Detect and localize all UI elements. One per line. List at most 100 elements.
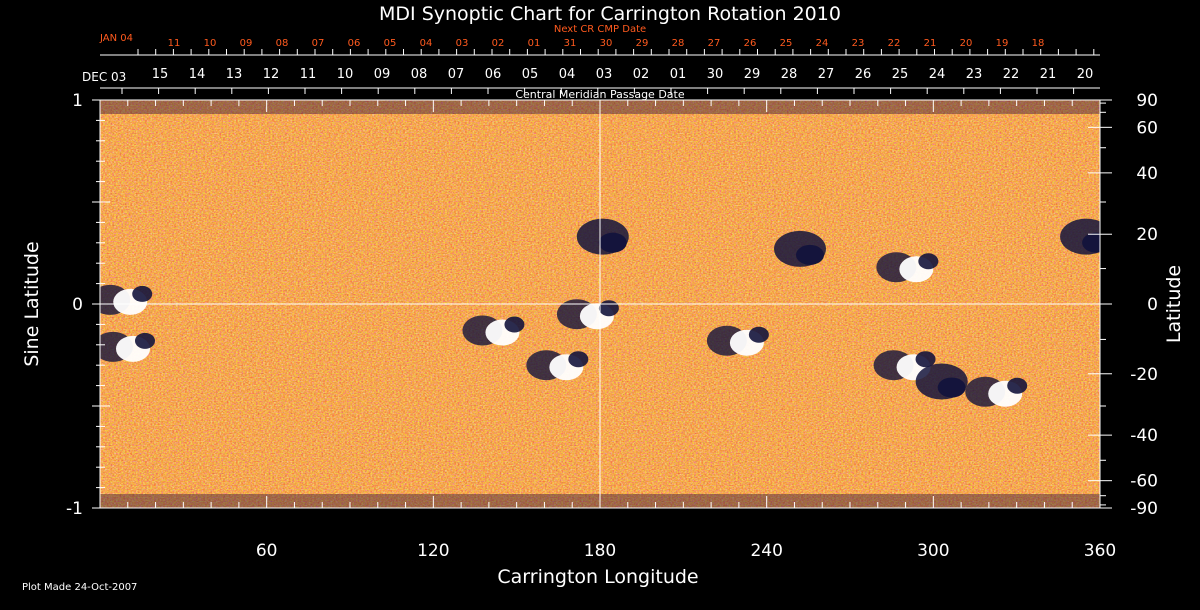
top-axis-label: Central Meridian Passage Date [515,88,684,101]
next-axis-date: 28 [672,38,685,49]
next-axis-dates: 11 10 09 08 07 06 05 04 03 02 01 31 30 29 28 27 26 25 24 23… [137,38,1095,55]
y-left-tick-label: 1 [72,91,83,111]
top-axis-date: 11 [300,67,317,82]
negative-flux [748,326,769,343]
top-axis-date: 29 [744,67,761,82]
top-axis-start-label: DEC 03 [82,70,126,84]
negative-flux [937,377,966,398]
top-axis-date: 20 [1077,67,1094,82]
next-axis-date: 30 [600,38,613,49]
negative-flux [135,332,155,349]
y-right-tick-label: -90 [1130,499,1158,519]
y-axis-right-ticks: 90 60 40 20 0 -20 -40 -60 -90 [1088,91,1158,519]
next-axis-date: 11 [168,38,181,49]
next-axis-date: 27 [708,38,721,49]
top-axis-date: 28 [781,67,798,82]
negative-flux [918,253,939,270]
top-axis-date: 15 [152,67,169,82]
active-region [774,230,826,267]
active-regions [100,218,1100,407]
next-axis-date: 06 [348,38,361,49]
next-axis-label: Next CR CMP Date [554,24,646,35]
x-tick-label: 120 [417,541,449,561]
y-right-tick-label: 60 [1136,118,1158,138]
top-axis-date: 26 [855,67,872,82]
next-axis-date: 01 [528,38,541,49]
top-axis-date: 25 [892,67,909,82]
top-axis-date: 03 [596,67,613,82]
next-axis-date: 19 [996,38,1009,49]
y-right-tick-label: -40 [1130,426,1158,446]
next-axis-date: 23 [852,38,865,49]
next-axis-date: 07 [312,38,325,49]
next-axis-date: 18 [1032,38,1045,49]
active-region [576,218,629,255]
negative-flux [132,285,153,302]
top-axis-date: 21 [1040,67,1057,82]
x-tick-label: 300 [917,541,949,561]
active-region [965,376,1028,407]
next-axis-date: 08 [276,38,289,49]
top-axis-date: 06 [485,67,502,82]
active-region [915,363,968,400]
y-right-tick-label: 90 [1136,91,1158,111]
x-axis-label: Carrington Longitude [497,566,698,588]
gridlines [100,100,1100,508]
y-axis-left-label: Sine Latitude [21,241,43,366]
negative-flux [1082,232,1100,253]
active-region [876,252,939,283]
next-axis-date: 29 [636,38,649,49]
x-tick-label: 180 [584,541,616,561]
top-axis-date: 24 [929,67,946,82]
negative-flux [598,300,619,317]
top-axis-date: 14 [189,67,206,82]
y-right-tick-label: 0 [1147,295,1158,315]
y-right-tick-label: -20 [1130,365,1158,385]
next-axis-date: 04 [420,38,433,49]
chart-title: MDI Synoptic Chart for Carrington Rotati… [379,3,841,25]
active-region [100,284,153,315]
next-axis-start-label: JAN 04 [99,33,133,44]
next-axis-date: 21 [924,38,937,49]
top-axis-date: 08 [411,67,428,82]
top-axis-date: 23 [966,67,983,82]
next-axis-date: 25 [780,38,793,49]
top-axis-date: 04 [559,67,576,82]
active-region [706,325,769,356]
next-axis-date: 24 [816,38,829,49]
negative-flux [1007,377,1028,394]
top-axis-date: 01 [670,67,687,82]
active-region [873,350,936,381]
active-region [462,315,525,346]
x-tick-label: 60 [256,541,278,561]
top-axis-date: 13 [226,67,243,82]
top-axis-date: 22 [1003,67,1020,82]
negative-flux [598,232,627,253]
top-axis-date: 30 [707,67,724,82]
next-axis-date: 31 [564,38,577,49]
y-left-tick-label: 0 [72,295,83,315]
next-axis-date: 03 [456,38,469,49]
next-axis-date: 10 [204,38,217,49]
negative-flux [796,244,824,265]
next-axis-date: 22 [888,38,901,49]
y-left-tick-label: -1 [66,499,83,519]
y-axis-right-label: Latitude [1163,265,1185,343]
next-axis-date: 26 [744,38,757,49]
top-axis-dates: 15 14 13 12 11 10 09 08 07 06 05 04 03 02 01 30 29 28 27 26… [100,67,1100,94]
negative-flux [915,351,936,368]
next-axis-date: 20 [960,38,973,49]
y-right-tick-label: 20 [1136,225,1158,245]
negative-flux [504,316,525,333]
plot-made-note: Plot Made 24-Oct-2007 [22,582,137,593]
active-region [526,350,589,381]
active-region [100,331,155,362]
next-axis-date: 05 [384,38,397,49]
y-axis-left-ticks: 1 0 -1 [66,91,110,519]
next-axis-date: 02 [492,38,505,49]
x-tick-label: 360 [1084,541,1116,561]
top-axis-date: 27 [818,67,835,82]
y-right-tick-label: 40 [1136,164,1158,184]
x-axis-ticks: 60 120 180 240 300 360 [127,100,1116,561]
